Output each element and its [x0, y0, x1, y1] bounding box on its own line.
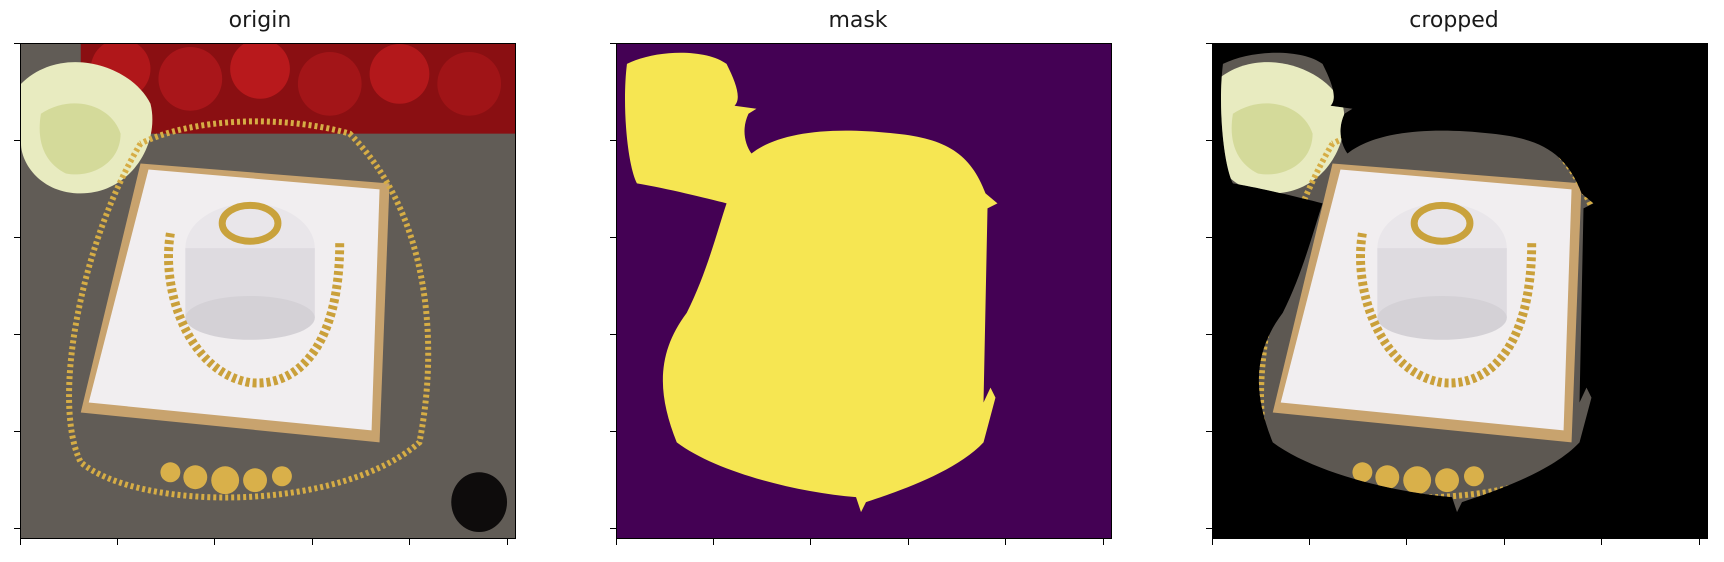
mask-panel: mask: [598, 0, 1118, 562]
y-tick: [610, 140, 616, 141]
x-tick: [713, 539, 714, 545]
x-tick: [20, 539, 21, 545]
cropped-title: cropped: [1409, 8, 1499, 33]
x-tick: [117, 539, 118, 545]
y-tick: [610, 237, 616, 238]
mask-title: mask: [828, 8, 888, 33]
x-tick: [810, 539, 811, 545]
y-tick: [14, 237, 20, 238]
x-tick: [1504, 539, 1505, 545]
y-tick: [1206, 528, 1212, 529]
origin-title: origin: [228, 8, 292, 33]
y-tick: [1206, 431, 1212, 432]
y-tick: [610, 334, 616, 335]
mask-image: [616, 43, 1112, 539]
origin-illustration: [21, 44, 515, 538]
x-tick: [507, 539, 508, 545]
y-tick: [610, 528, 616, 529]
origin-panel: origin: [0, 0, 520, 562]
cropped-image: [1212, 43, 1708, 539]
y-tick: [610, 43, 616, 44]
x-tick: [1103, 539, 1104, 545]
x-tick: [1005, 539, 1006, 545]
y-tick: [14, 334, 20, 335]
y-tick: [14, 528, 20, 529]
x-tick: [1406, 539, 1407, 545]
x-tick: [214, 539, 215, 545]
y-tick: [1206, 237, 1212, 238]
x-tick: [1212, 539, 1213, 545]
x-tick: [616, 539, 617, 545]
x-tick: [908, 539, 909, 545]
cropped-illustration: [1213, 44, 1707, 538]
x-tick: [1699, 539, 1700, 545]
y-tick: [1206, 334, 1212, 335]
x-tick: [1601, 539, 1602, 545]
origin-image: [20, 43, 516, 539]
cropped-panel: cropped: [1194, 0, 1714, 562]
y-tick: [14, 43, 20, 44]
mask-illustration: [617, 44, 1111, 538]
x-tick: [409, 539, 410, 545]
y-tick: [14, 140, 20, 141]
y-tick: [14, 431, 20, 432]
y-tick: [1206, 43, 1212, 44]
x-tick: [1309, 539, 1310, 545]
y-tick: [1206, 140, 1212, 141]
y-tick: [610, 431, 616, 432]
x-tick: [312, 539, 313, 545]
